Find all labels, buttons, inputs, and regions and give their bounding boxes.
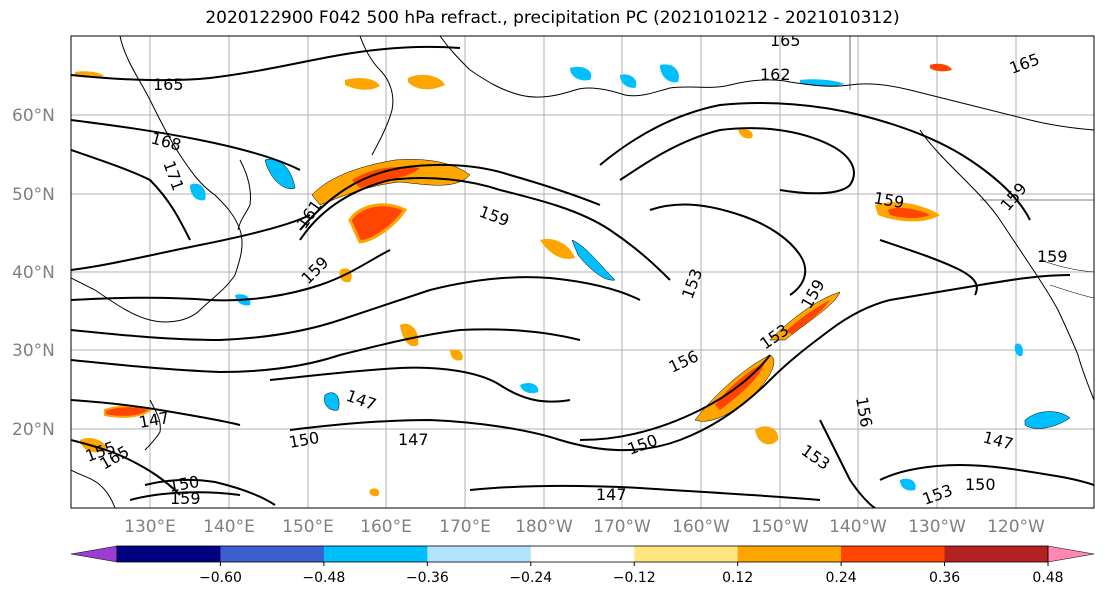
colorbar-segment bbox=[220, 546, 325, 562]
colorbar-segment bbox=[323, 546, 428, 562]
contour-label: 159 bbox=[170, 489, 201, 508]
lon-label: 140°E bbox=[203, 517, 255, 537]
lon-label: 150°E bbox=[282, 517, 334, 537]
colorbar-ticks: −0.60 −0.48 −0.36 −0.24 −0.12 0.12 0.24 0.36 0.4… bbox=[199, 562, 1064, 586]
colorbar-segment bbox=[634, 546, 739, 562]
colorbar-right-extend bbox=[1047, 545, 1095, 563]
lon-label: 180°W bbox=[515, 517, 573, 537]
colorbar-tick-label: 0.24 bbox=[826, 570, 857, 586]
lon-label: 150°W bbox=[751, 517, 809, 537]
contour-label: 147 bbox=[398, 430, 429, 449]
contour-label: 150 bbox=[965, 475, 996, 494]
lon-label: 160°W bbox=[672, 517, 730, 537]
lon-label: 160°E bbox=[360, 517, 412, 537]
lon-label: 170°W bbox=[593, 517, 651, 537]
lat-label: 40°N bbox=[12, 263, 55, 283]
lon-label: 130°W bbox=[908, 517, 966, 537]
colorbar-segment bbox=[944, 546, 1049, 562]
colorbar-segment bbox=[841, 546, 946, 562]
colorbar-tick-label: 0.12 bbox=[722, 570, 753, 586]
colorbar-tick-label: 0.36 bbox=[929, 570, 960, 586]
lon-label: 170°E bbox=[439, 517, 491, 537]
colorbar-segment bbox=[530, 546, 635, 562]
colorbar-tick-label: −0.24 bbox=[509, 570, 552, 586]
contour-label: 147 bbox=[596, 485, 627, 504]
colorbar-frame bbox=[116, 545, 1049, 563]
lon-label: 120°W bbox=[987, 517, 1045, 537]
colorbar-tick-label: −0.60 bbox=[199, 570, 242, 586]
map-border bbox=[70, 35, 1095, 509]
longitude-labels: 130°E 140°E 150°E 160°E 170°E 180°W 170°… bbox=[124, 517, 1045, 537]
colorbar-segment bbox=[737, 546, 842, 562]
colorbar-segments bbox=[117, 546, 1049, 562]
lat-label: 20°N bbox=[12, 420, 55, 440]
coastlines bbox=[71, 36, 1094, 508]
lon-label: 140°W bbox=[829, 517, 887, 537]
contour-label: 162 bbox=[760, 65, 791, 84]
contour-label: 165 bbox=[153, 75, 184, 94]
lat-label: 30°N bbox=[12, 341, 55, 361]
borders bbox=[849, 36, 1094, 299]
map-title: 2020122900 F042 500 hPa refract., precip… bbox=[205, 8, 900, 28]
colorbar-tick-label: 0.48 bbox=[1032, 570, 1063, 586]
contours bbox=[71, 45, 1094, 508]
colorbar-segment bbox=[427, 546, 532, 562]
contour-label: 159 bbox=[1037, 247, 1068, 266]
lon-label: 130°E bbox=[124, 517, 176, 537]
colorbar-segment bbox=[117, 546, 221, 562]
colorbar-tick-label: −0.12 bbox=[613, 570, 656, 586]
colorbar: −0.60 −0.48 −0.36 −0.24 −0.12 0.12 0.24 0.36 0.4… bbox=[70, 545, 1095, 586]
lat-label: 50°N bbox=[12, 185, 55, 205]
contour-label: 165 bbox=[770, 31, 801, 50]
colorbar-tick-label: −0.36 bbox=[406, 570, 449, 586]
colorbar-left-extend bbox=[70, 545, 118, 563]
graticule bbox=[71, 36, 1094, 508]
lat-label: 60°N bbox=[12, 106, 55, 126]
latitude-labels: 60°N 50°N 40°N 30°N 20°N bbox=[12, 106, 55, 440]
colorbar-tick-label: −0.48 bbox=[302, 570, 345, 586]
